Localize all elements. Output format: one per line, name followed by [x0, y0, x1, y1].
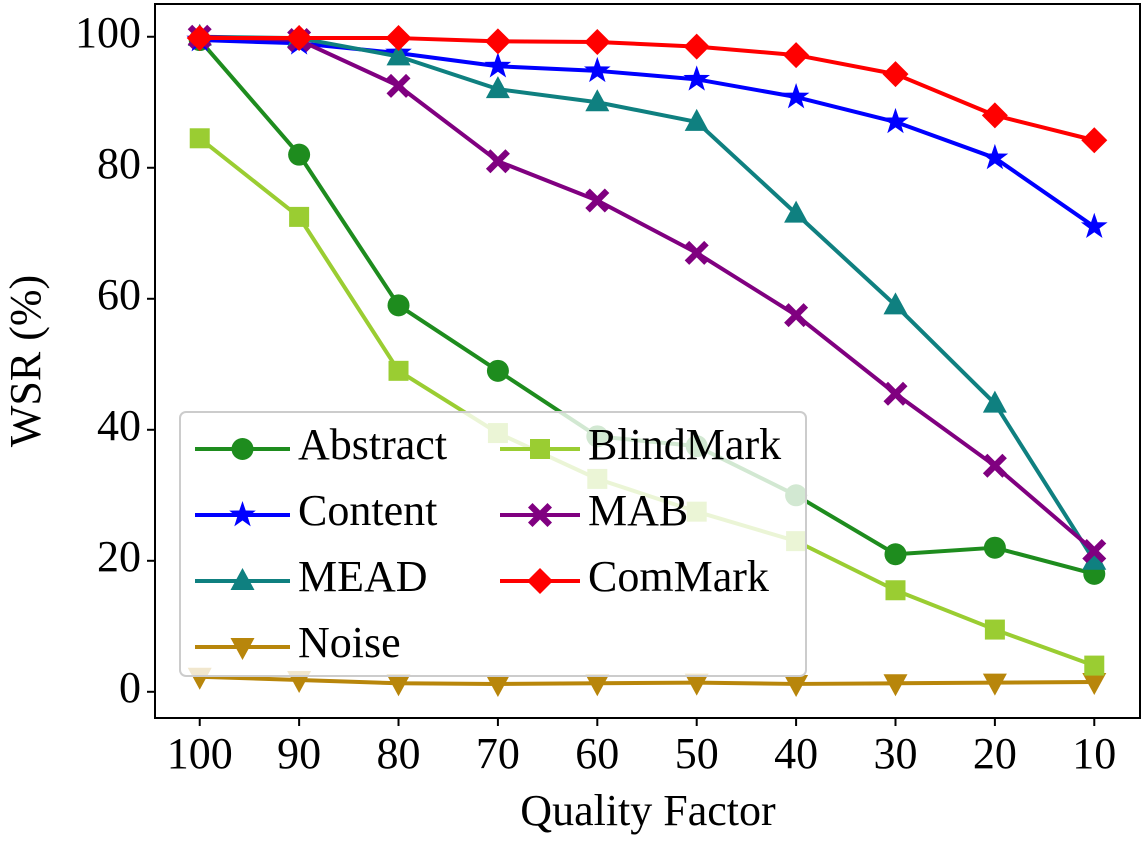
plot-frame [154, 3, 1141, 719]
marker [585, 188, 610, 213]
x-tick-label: 50 [675, 729, 719, 778]
marker [385, 25, 412, 52]
legend-marker [231, 438, 254, 460]
y-tick-label: 100 [75, 8, 141, 57]
marker [585, 674, 610, 697]
legend: Abstract Content MEAD Noise BlindMark MAB ComM… [179, 411, 807, 677]
marker [885, 580, 906, 601]
marker [486, 359, 509, 382]
marker [584, 28, 611, 55]
marker [883, 674, 908, 697]
legend-marker [528, 503, 552, 527]
marker [882, 107, 909, 134]
marker [684, 240, 709, 265]
marker [286, 25, 313, 52]
marker [883, 292, 908, 315]
marker [1080, 212, 1108, 239]
legend-label: Content [298, 486, 437, 535]
x-tick-label: 30 [873, 729, 917, 778]
marker [386, 73, 411, 98]
marker [784, 200, 809, 223]
marker [289, 206, 310, 227]
marker [981, 102, 1008, 129]
marker [386, 43, 411, 66]
x-tick-label: 80 [377, 729, 421, 778]
marker [984, 619, 1005, 640]
marker [485, 674, 510, 697]
marker [186, 25, 213, 52]
marker [783, 42, 810, 69]
marker [1081, 127, 1108, 154]
marker [388, 360, 409, 381]
marker [982, 673, 1007, 696]
legend-label: MEAD [298, 552, 428, 601]
marker [1082, 538, 1107, 563]
legend-marker [229, 501, 256, 527]
legend-marker [530, 439, 550, 459]
series-line [199, 34, 1096, 562]
marker [982, 453, 1007, 478]
series-line [199, 34, 1096, 553]
x-tick-label: 90 [277, 729, 321, 778]
marker [288, 143, 311, 166]
marker [1082, 547, 1107, 570]
marker [484, 52, 512, 78]
marker [189, 128, 210, 149]
series-line [199, 674, 1095, 686]
x-tick-label: 70 [476, 729, 520, 778]
marker [784, 674, 809, 697]
marker [784, 303, 809, 328]
marker [583, 56, 611, 83]
y-tick-label: 40 [97, 401, 141, 450]
marker [1084, 655, 1105, 676]
marker [882, 61, 909, 88]
legend-label: MAB [588, 486, 688, 535]
legend-frame [179, 411, 807, 677]
marker [684, 108, 709, 131]
y-tick-label: 60 [97, 270, 141, 319]
x-tick-label: 20 [973, 729, 1017, 778]
marker [782, 83, 810, 109]
legend-label: BlindMark [588, 420, 781, 469]
legend-label: Abstract [298, 420, 447, 469]
marker [983, 536, 1006, 559]
x-tick-label: 100 [167, 729, 233, 778]
marker [1082, 672, 1107, 695]
marker [684, 673, 709, 696]
marker [387, 294, 410, 317]
y-tick-label: 80 [97, 139, 141, 188]
marker [485, 76, 510, 99]
y-tick-label: 0 [119, 663, 141, 712]
marker [585, 89, 610, 112]
series-line [199, 36, 1095, 143]
marker [683, 33, 710, 60]
x-tick-label: 60 [575, 729, 619, 778]
legend-label: ComMark [588, 552, 769, 601]
marker [485, 149, 510, 174]
legend-label: Noise [298, 618, 401, 667]
marker [884, 543, 907, 566]
legend-marker [230, 568, 255, 590]
series-line [199, 38, 1096, 229]
marker [683, 65, 711, 91]
x-axis-label: Quality Factor [520, 786, 776, 835]
x-tick-label: 40 [774, 729, 818, 778]
marker [484, 28, 511, 55]
legend-marker [527, 568, 553, 594]
legend-marker [230, 638, 255, 660]
y-axis-label: WSR (%) [1, 275, 50, 447]
marker [883, 381, 908, 406]
marker [982, 390, 1007, 413]
y-tick-label: 20 [97, 532, 141, 581]
x-tick-label: 10 [1072, 729, 1116, 778]
marker [386, 674, 411, 697]
marker [981, 143, 1009, 170]
